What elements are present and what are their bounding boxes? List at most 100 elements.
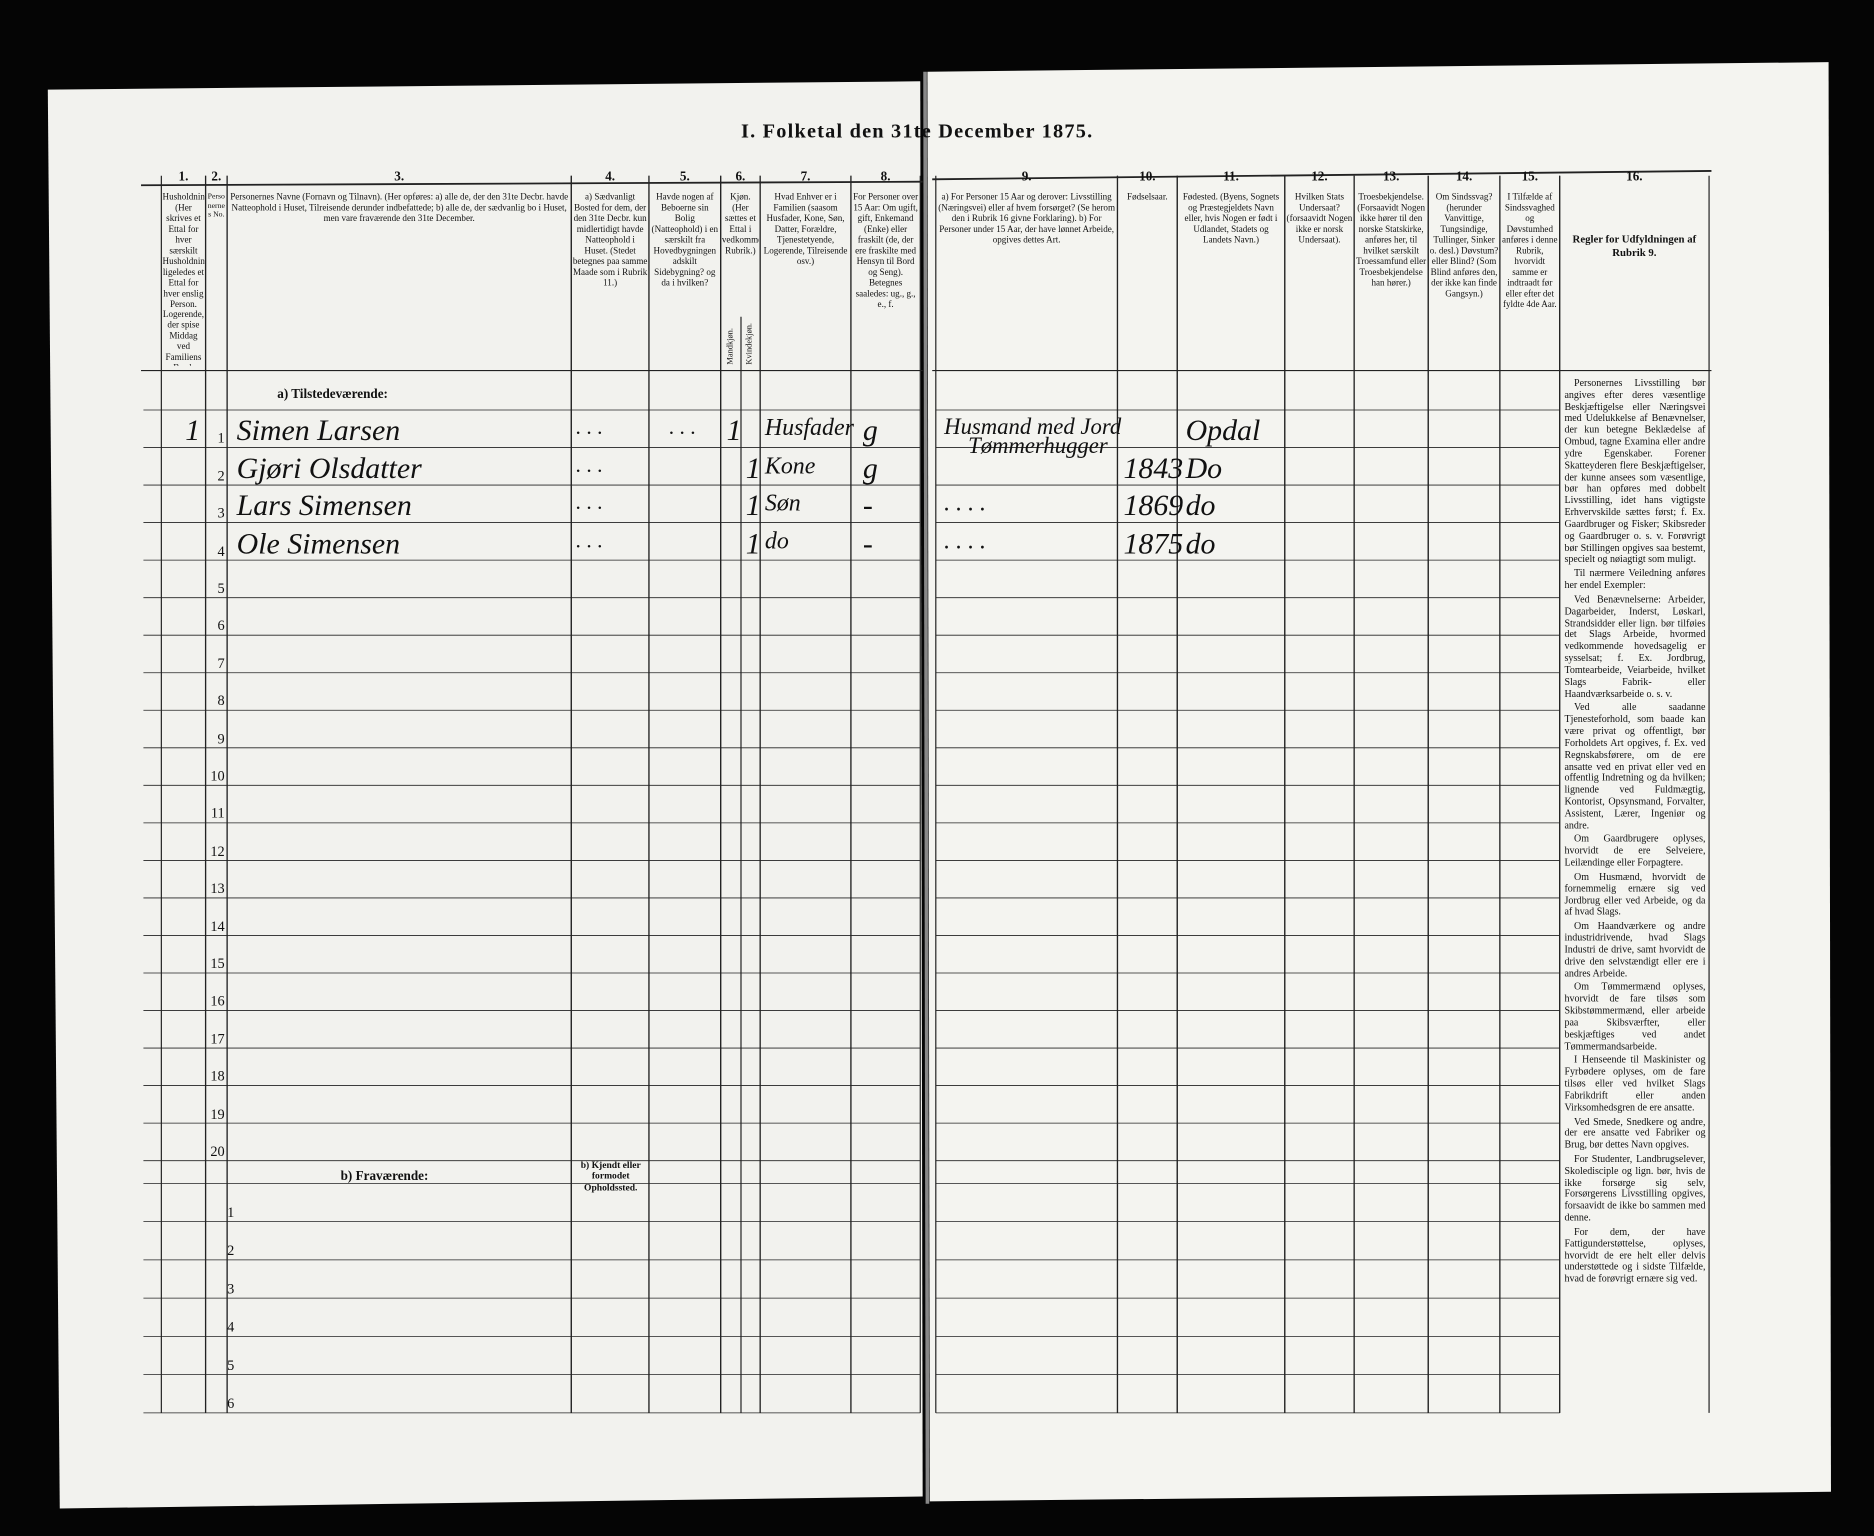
row-number: 4 xyxy=(227,1318,235,1336)
column-header: Fødested. (Byens, Sognets og Præstegjeld… xyxy=(1182,192,1280,245)
column-header: Hvad Enhver er i Familien (saasom Husfad… xyxy=(763,192,848,267)
entry-residence: . . . xyxy=(576,452,603,477)
entry-birth-year: 1869 xyxy=(1123,490,1184,523)
column-header: I Tilfælde af Sindssvaghed og Døvstumhed… xyxy=(1502,192,1558,310)
section-label: b) Fraværende: xyxy=(340,1169,429,1184)
page-title: I. Folketal den 31te December 1875. xyxy=(740,119,1094,143)
row-number: 13 xyxy=(210,879,225,897)
instruction-paragraph: Ved alle saadanne Tjenesteforhold, som b… xyxy=(1564,702,1706,831)
entry-role: Kone xyxy=(764,452,816,480)
column-header: a) For Personer 15 Aar og derover: Livss… xyxy=(938,192,1116,245)
column-number: 9. xyxy=(1021,169,1032,185)
right-page xyxy=(927,62,1831,1502)
entry-marital: - xyxy=(862,527,873,561)
entry-name: Ole Simensen xyxy=(236,527,401,561)
entry-marital: - xyxy=(862,490,873,523)
column-number: 1. xyxy=(178,169,189,185)
entry-birth-year: 1843 xyxy=(1123,452,1184,486)
column-number: 12. xyxy=(1311,169,1328,185)
entry-role: Husfader xyxy=(764,415,854,442)
column-number: 4. xyxy=(605,169,616,185)
column-header: For Personer over 15 Aar: Om ugift, gift… xyxy=(853,192,919,310)
entry-marital: g xyxy=(862,415,878,448)
entry-occupation: . . . . xyxy=(944,527,986,555)
entry-marital: g xyxy=(862,452,878,486)
column-number: 5. xyxy=(679,169,690,185)
column-number: 7. xyxy=(800,169,811,185)
row-number: 10 xyxy=(210,767,225,785)
entry-occupation: . . . . xyxy=(944,490,986,517)
column-number: 15. xyxy=(1521,169,1539,185)
sex-subheader: Mandkjøn. xyxy=(725,328,736,365)
column-number: 2. xyxy=(211,169,222,185)
table-rules xyxy=(141,170,1712,1414)
column-header: Troesbekjendelse. (Forsaavidt Nogen ikke… xyxy=(1356,192,1427,288)
row-number: 6 xyxy=(227,1394,235,1412)
column-header: Hvilken Stats Undersaat? (forsaavidt Nog… xyxy=(1286,192,1353,245)
rule xyxy=(141,180,923,187)
entry-name: Simen Larsen xyxy=(236,415,401,448)
row-number: 2 xyxy=(227,1241,235,1259)
instruction-paragraph: I Henseende til Maskinister og Fyrbødere… xyxy=(1564,1054,1706,1113)
column-number: 3. xyxy=(394,169,405,185)
column-number: 16. xyxy=(1626,169,1643,185)
entry-female: 1 xyxy=(745,490,761,523)
instruction-paragraph: Ved Benævnelserne: Arbeider, Dagarbeider… xyxy=(1564,593,1706,699)
column-header: Fødselsaar. xyxy=(1127,192,1168,203)
row-number: 4 xyxy=(217,542,225,559)
row-number: 1 xyxy=(217,429,225,447)
entry-residence: . . . xyxy=(576,527,603,552)
section-label: a) Tilstedeværende: xyxy=(277,387,388,402)
instruction-paragraph: Om Husmænd, hvorvidt de fornemmelig ernæ… xyxy=(1564,871,1706,918)
row-number: 14 xyxy=(210,917,225,935)
entry-birthplace: do xyxy=(1185,527,1216,561)
row-number: 3 xyxy=(227,1280,235,1297)
column-header: Om Sindssvag? (herunder Vanvittige, Tung… xyxy=(1429,192,1499,299)
entry-birthplace: Do xyxy=(1185,452,1223,486)
entry-birth-year: 1875 xyxy=(1123,527,1184,561)
rule xyxy=(932,170,1712,181)
row-number: 1 xyxy=(227,1203,235,1221)
entry-female: 1 xyxy=(745,527,761,561)
row-number: 17 xyxy=(210,1030,225,1047)
row-number: 19 xyxy=(210,1105,225,1122)
entry-male: 1 xyxy=(726,415,742,448)
instruction-paragraph: Til nærmere Veiledning anføres her endel… xyxy=(1564,568,1706,591)
entry-household: 1 xyxy=(185,415,201,448)
entry-name: Lars Simensen xyxy=(236,490,412,523)
instruction-paragraph: Personernes Livsstilling bør angives eft… xyxy=(1564,377,1706,565)
row-number: 8 xyxy=(217,692,225,710)
row-number: 16 xyxy=(210,992,225,1010)
sex-subheader: Kvindekjøn. xyxy=(744,322,755,365)
entry-female: 1 xyxy=(745,452,761,486)
row-number: 20 xyxy=(210,1142,225,1160)
row-number: 7 xyxy=(217,654,225,672)
column-number: 6. xyxy=(735,169,746,185)
entry-birthplace: Opdal xyxy=(1185,415,1261,448)
entry-residence: . . . xyxy=(576,415,603,440)
column-header: Havde nogen af Beboerne sin Bolig (Natte… xyxy=(651,192,719,288)
entry-occupation: Tømmerhugger xyxy=(968,434,1108,460)
section-label: b) Kjendt eller formodet Opholdssted. xyxy=(580,1159,641,1193)
column-number: 13. xyxy=(1382,169,1400,185)
entry-role: Søn xyxy=(764,490,801,517)
column-header: Husholdninger. (Her skrives et Ettal for… xyxy=(162,192,205,365)
entry-birthplace: do xyxy=(1185,490,1216,523)
instruction-paragraph: Om Haandværkere og andre industridrivend… xyxy=(1564,920,1706,979)
column-header: Kjøn. (Her sættes et Ettal i vedkommende… xyxy=(721,192,759,256)
instructions: Personernes Livsstilling bør angives eft… xyxy=(1564,378,1705,1288)
row-number: 6 xyxy=(217,617,225,634)
column-header: Personernes No. xyxy=(207,192,225,220)
column-header: a) Sædvanligt Bosted for dem, der den 31… xyxy=(572,192,648,288)
entry-residence: . . . xyxy=(576,490,603,515)
row-number: 5 xyxy=(227,1356,235,1374)
column-header: Personernes Navne (Fornavn og Tilnavn). … xyxy=(230,192,569,224)
instruction-paragraph: Om Gaardbrugere oplyses, hvorvidt de ere… xyxy=(1564,833,1706,868)
left-page xyxy=(47,81,923,1509)
column-number: 14. xyxy=(1455,169,1473,185)
instruction-paragraph: Om Tømmermænd oplyses, hvorvidt de fare … xyxy=(1564,981,1706,1052)
entry-role: do xyxy=(764,527,789,555)
spine xyxy=(923,71,930,1504)
